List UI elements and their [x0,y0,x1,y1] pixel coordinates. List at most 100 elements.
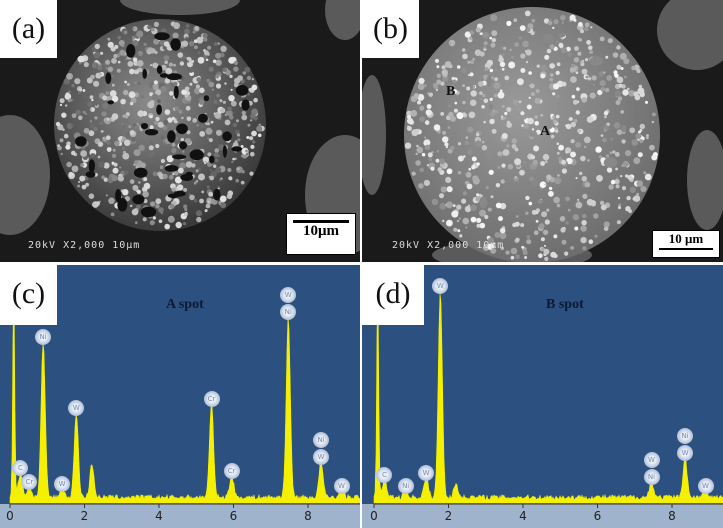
grain [196,124,199,127]
grain [582,246,587,251]
grain [100,130,104,133]
grain [176,115,183,122]
grain [629,186,636,193]
grain [184,207,188,212]
grain [543,18,550,24]
grain [123,54,127,57]
grain [185,161,193,168]
grain [446,219,453,227]
grain [457,155,464,162]
spectrum-plot [9,281,360,508]
sem-micrograph-a [0,0,360,255]
neighbor-particle [362,75,386,195]
element-label-ni: Ni [643,469,660,486]
grain [487,207,492,212]
grain [573,99,578,105]
grain [461,48,466,52]
grain [490,247,497,254]
grain [528,71,532,75]
grain [249,171,254,176]
grain [544,219,550,225]
grain [143,182,151,190]
grain [179,162,187,170]
grain [457,142,462,146]
grain [407,117,414,125]
grain [235,166,243,174]
grain [567,208,571,212]
element-label-cr: Cr [21,473,38,490]
grain [475,132,480,137]
grain [228,176,233,181]
grain [570,76,577,83]
grain [195,180,199,183]
grain [470,90,477,97]
grain [484,67,489,71]
grain [575,110,580,115]
grain [123,139,131,146]
grain [183,187,188,192]
grain [538,253,543,258]
grain [236,167,240,171]
element-label-c: C [376,467,393,484]
grain [247,123,251,127]
grain [614,73,619,78]
grain [193,181,197,185]
element-label-w: W [280,287,297,304]
grain [227,167,232,173]
grain [606,75,613,81]
grain [253,97,258,103]
grain [593,83,595,86]
grain [532,159,538,166]
grain [479,91,483,95]
grain [535,219,539,223]
grain [196,216,202,223]
grain [462,217,470,225]
grain [445,204,448,207]
grain [524,256,528,259]
grain [469,72,474,77]
grain [245,152,249,156]
grain [82,89,86,92]
grain [172,32,179,39]
element-label-w: W [432,277,449,294]
element-label-ni: Ni [35,328,52,345]
grain [497,166,501,169]
grain [588,45,593,51]
grain [439,158,445,165]
grain [224,119,231,126]
grain [125,57,128,60]
grain [510,247,518,255]
grain [444,61,452,68]
grain [462,100,466,105]
grain [475,27,481,33]
grain [622,160,630,168]
grain [227,106,232,112]
grain [208,191,214,197]
grain [450,145,455,151]
grain [465,136,469,139]
grain [523,160,527,164]
grain [631,65,636,71]
grain [537,199,543,205]
grain [566,157,573,165]
grain [564,114,569,119]
grain [500,246,504,250]
grain [57,144,60,148]
grain [188,40,195,47]
grain [501,163,506,168]
grain [128,91,136,99]
grain [469,30,474,35]
grain [569,14,576,21]
grain [127,61,134,67]
grain [627,175,633,180]
grain [97,65,103,71]
grain [236,119,239,123]
grain [123,30,128,35]
grain [148,151,155,158]
grain [561,159,566,165]
grain [617,96,623,101]
grain [203,62,208,66]
grain [131,208,139,216]
grain [199,87,205,94]
